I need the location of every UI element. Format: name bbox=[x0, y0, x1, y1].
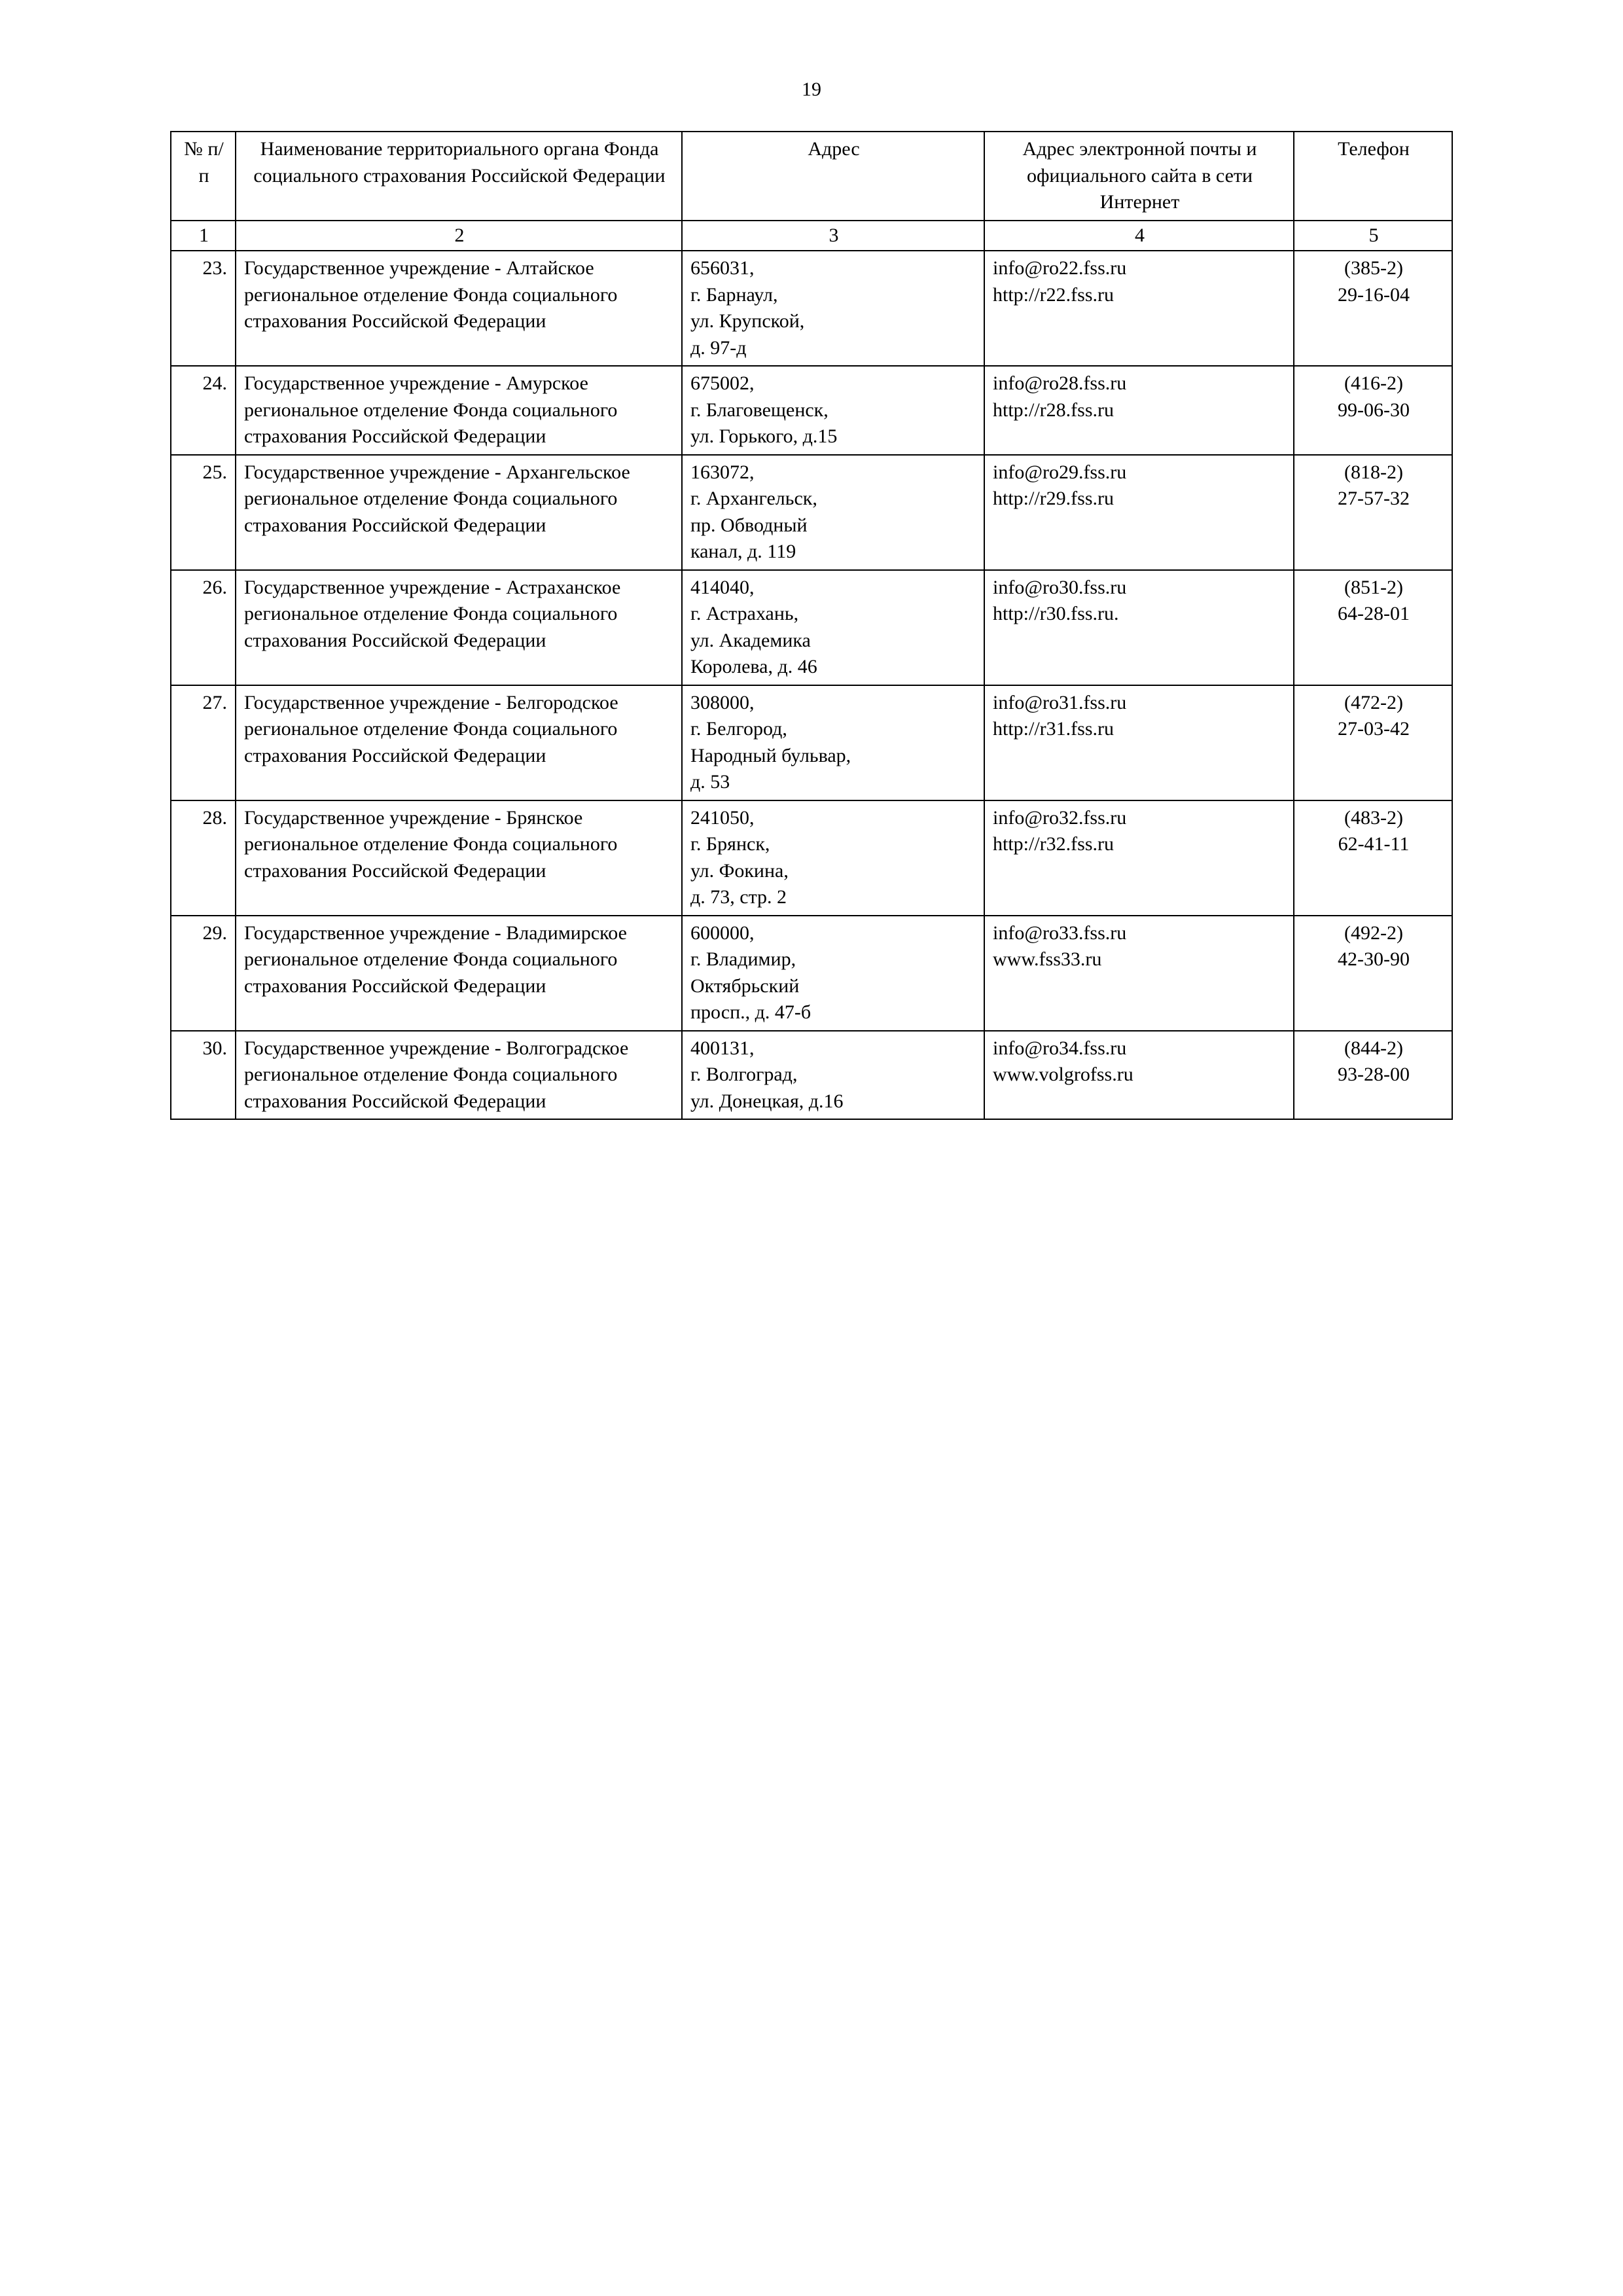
table-body: 23.Государственное учреждение - Алтайско… bbox=[171, 251, 1452, 1119]
cell-num: 26. bbox=[171, 570, 236, 685]
cell-phone: (472-2)27-03-42 bbox=[1294, 685, 1452, 800]
table-row: 27.Государственное учреждение - Белгород… bbox=[171, 685, 1452, 800]
org-table: № п/п Наименование территориального орга… bbox=[170, 131, 1453, 1120]
document-page: 19 № п/п Наименование территориального о… bbox=[0, 0, 1623, 2296]
cell-web: info@ro31.fss.ruhttp://r31.fss.ru bbox=[984, 685, 1294, 800]
cell-web: info@ro32.fss.ruhttp://r32.fss.ru bbox=[984, 800, 1294, 916]
table-colnum-row: 1 2 3 4 5 bbox=[171, 221, 1452, 251]
table-row: 26.Государственное учреждение - Астрахан… bbox=[171, 570, 1452, 685]
table-header-row: № п/п Наименование территориального орга… bbox=[171, 132, 1452, 221]
page-number: 19 bbox=[802, 79, 821, 101]
table-row: 23.Государственное учреждение - Алтайско… bbox=[171, 251, 1452, 366]
cell-name: Государственное учреждение - Волгоградск… bbox=[236, 1031, 682, 1120]
cell-name: Государственное учреждение - Архангельск… bbox=[236, 455, 682, 570]
table-row: 28.Государственное учреждение - Брянское… bbox=[171, 800, 1452, 916]
cell-web: info@ro22.fss.ruhttp://r22.fss.ru bbox=[984, 251, 1294, 366]
cell-address: 308000,г. Белгород,Народный бульвар,д. 5… bbox=[682, 685, 984, 800]
col-header-num: № п/п bbox=[171, 132, 236, 221]
cell-address: 675002,г. Благовещенск,ул. Горького, д.1… bbox=[682, 366, 984, 455]
col-header-web: Адрес электронной почты и официального с… bbox=[984, 132, 1294, 221]
cell-num: 25. bbox=[171, 455, 236, 570]
cell-phone: (818-2)27-57-32 bbox=[1294, 455, 1452, 570]
cell-phone: (851-2)64-28-01 bbox=[1294, 570, 1452, 685]
cell-num: 23. bbox=[171, 251, 236, 366]
cell-phone: (492-2)42-30-90 bbox=[1294, 916, 1452, 1031]
cell-address: 656031,г. Барнаул,ул. Крупской,д. 97-д bbox=[682, 251, 984, 366]
cell-num: 29. bbox=[171, 916, 236, 1031]
cell-web: info@ro28.fss.ruhttp://r28.fss.ru bbox=[984, 366, 1294, 455]
cell-num: 30. bbox=[171, 1031, 236, 1120]
colnum-3: 3 bbox=[682, 221, 984, 251]
cell-num: 28. bbox=[171, 800, 236, 916]
cell-web: info@ro30.fss.ruhttp://r30.fss.ru. bbox=[984, 570, 1294, 685]
cell-phone: (416-2)99-06-30 bbox=[1294, 366, 1452, 455]
cell-web: info@ro29.fss.ruhttp://r29.fss.ru bbox=[984, 455, 1294, 570]
cell-num: 24. bbox=[171, 366, 236, 455]
cell-address: 241050,г. Брянск,ул. Фокина,д. 73, стр. … bbox=[682, 800, 984, 916]
table-row: 30.Государственное учреждение - Волгогра… bbox=[171, 1031, 1452, 1120]
cell-web: info@ro33.fss.ruwww.fss33.ru bbox=[984, 916, 1294, 1031]
cell-name: Государственное учреждение - Владимирско… bbox=[236, 916, 682, 1031]
cell-phone: (844-2)93-28-00 bbox=[1294, 1031, 1452, 1120]
cell-name: Государственное учреждение - Белгородско… bbox=[236, 685, 682, 800]
colnum-5: 5 bbox=[1294, 221, 1452, 251]
cell-name: Государственное учреждение - Астраханско… bbox=[236, 570, 682, 685]
cell-name: Государственное учреждение - Амурское ре… bbox=[236, 366, 682, 455]
col-header-address: Адрес bbox=[682, 132, 984, 221]
cell-name: Государственное учреждение - Алтайское р… bbox=[236, 251, 682, 366]
cell-address: 163072,г. Архангельск,пр. Обводныйканал,… bbox=[682, 455, 984, 570]
table-row: 25.Государственное учреждение - Архангел… bbox=[171, 455, 1452, 570]
table-row: 24.Государственное учреждение - Амурское… bbox=[171, 366, 1452, 455]
table-row: 29.Государственное учреждение - Владимир… bbox=[171, 916, 1452, 1031]
cell-phone: (385-2)29-16-04 bbox=[1294, 251, 1452, 366]
colnum-1: 1 bbox=[171, 221, 236, 251]
cell-address: 414040,г. Астрахань,ул. АкадемикаКоролев… bbox=[682, 570, 984, 685]
colnum-4: 4 bbox=[984, 221, 1294, 251]
cell-address: 400131,г. Волгоград,ул. Донецкая, д.16 bbox=[682, 1031, 984, 1120]
cell-num: 27. bbox=[171, 685, 236, 800]
cell-name: Государственное учреждение - Брянское ре… bbox=[236, 800, 682, 916]
col-header-name: Наименование территориального органа Фон… bbox=[236, 132, 682, 221]
col-header-phone: Телефон bbox=[1294, 132, 1452, 221]
colnum-2: 2 bbox=[236, 221, 682, 251]
cell-phone: (483-2)62-41-11 bbox=[1294, 800, 1452, 916]
cell-web: info@ro34.fss.ruwww.volgrofss.ru bbox=[984, 1031, 1294, 1120]
cell-address: 600000,г. Владимир,Октябрьскийпросп., д.… bbox=[682, 916, 984, 1031]
